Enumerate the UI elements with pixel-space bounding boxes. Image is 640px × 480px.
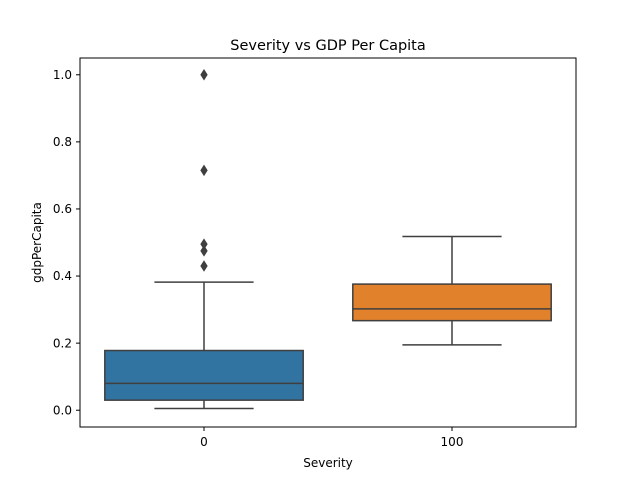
outlier-point: [200, 245, 208, 257]
y-tick-label: 0.0: [53, 403, 72, 417]
box-iqr: [104, 349, 304, 401]
y-tick-label: 0.2: [53, 336, 72, 350]
y-tick-label: 0.8: [53, 135, 72, 149]
y-tick-label: 1.0: [53, 68, 72, 82]
chart-title: Severity vs GDP Per Capita: [230, 38, 426, 54]
x-axis: 0 100: [200, 427, 463, 449]
box-iqr: [352, 283, 552, 322]
y-axis-label: gdpPerCapita: [30, 202, 44, 283]
y-tick-label: 0.6: [53, 202, 72, 216]
outlier-point: [200, 164, 208, 177]
y-tick-label: 0.4: [53, 269, 72, 283]
x-axis-label: Severity: [303, 456, 353, 470]
plot-area: [104, 69, 552, 410]
y-axis: 0.0 0.2 0.4 0.6 0.8 1.0: [53, 68, 80, 417]
outlier-point: [200, 260, 208, 272]
x-tick-label: 0: [200, 435, 208, 449]
axes-frame: [79, 57, 577, 428]
box-series-0: [104, 69, 304, 410]
x-tick-label: 100: [441, 435, 464, 449]
outlier-point: [200, 69, 208, 81]
box-series-100: [352, 235, 552, 346]
outlier-point: [200, 238, 208, 250]
